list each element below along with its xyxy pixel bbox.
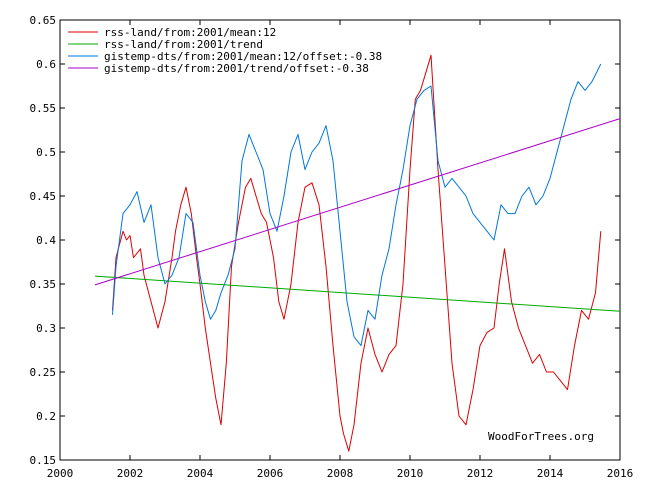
legend-entry: rss-land/from:2001/trend xyxy=(104,38,263,51)
axis-ticks: 2000 2002 2004 2006 2008 2010 2012 2014 2016 0.15… xyxy=(30,14,634,480)
y-tick-label: 0.65 xyxy=(30,14,57,27)
plot-area xyxy=(59,19,621,461)
legend-entry: rss-land/from:2001/mean:12 xyxy=(104,26,276,39)
x-tick-label: 2010 xyxy=(397,467,424,480)
legend: rss-land/from:2001/mean:12rss-land/from:… xyxy=(68,26,382,75)
x-tick-label: 2000 xyxy=(47,467,74,480)
y-tick-label: 0.45 xyxy=(30,190,57,203)
series-line-2 xyxy=(112,63,602,347)
y-tick-label: 0.2 xyxy=(36,410,56,423)
series-line-1 xyxy=(94,275,621,312)
x-tick-label: 2012 xyxy=(467,467,494,480)
legend-entry: gistemp-dts/from:2001/mean:12/offset:-0.… xyxy=(104,50,382,63)
x-tick-label: 2004 xyxy=(187,467,214,480)
y-tick-label: 0.5 xyxy=(36,146,56,159)
y-tick-label: 0.55 xyxy=(30,102,57,115)
y-tick-label: 0.25 xyxy=(30,366,57,379)
y-tick-label: 0.6 xyxy=(36,58,56,71)
y-tick-label: 0.35 xyxy=(30,278,57,291)
series-line-3 xyxy=(94,118,621,286)
x-tick-label: 2014 xyxy=(537,467,564,480)
y-tick-label: 0.15 xyxy=(30,454,57,467)
watermark: WoodForTrees.org xyxy=(488,430,594,443)
x-tick-label: 2008 xyxy=(327,467,354,480)
series-line-0 xyxy=(112,54,602,452)
x-tick-label: 2016 xyxy=(607,467,634,480)
series-layer xyxy=(94,54,621,452)
x-tick-label: 2006 xyxy=(257,467,284,480)
y-tick-label: 0.4 xyxy=(36,234,56,247)
x-tick-label: 2002 xyxy=(117,467,144,480)
y-tick-label: 0.3 xyxy=(36,322,56,335)
legend-entry: gistemp-dts/from:2001/trend/offset:-0.38 xyxy=(104,62,369,75)
